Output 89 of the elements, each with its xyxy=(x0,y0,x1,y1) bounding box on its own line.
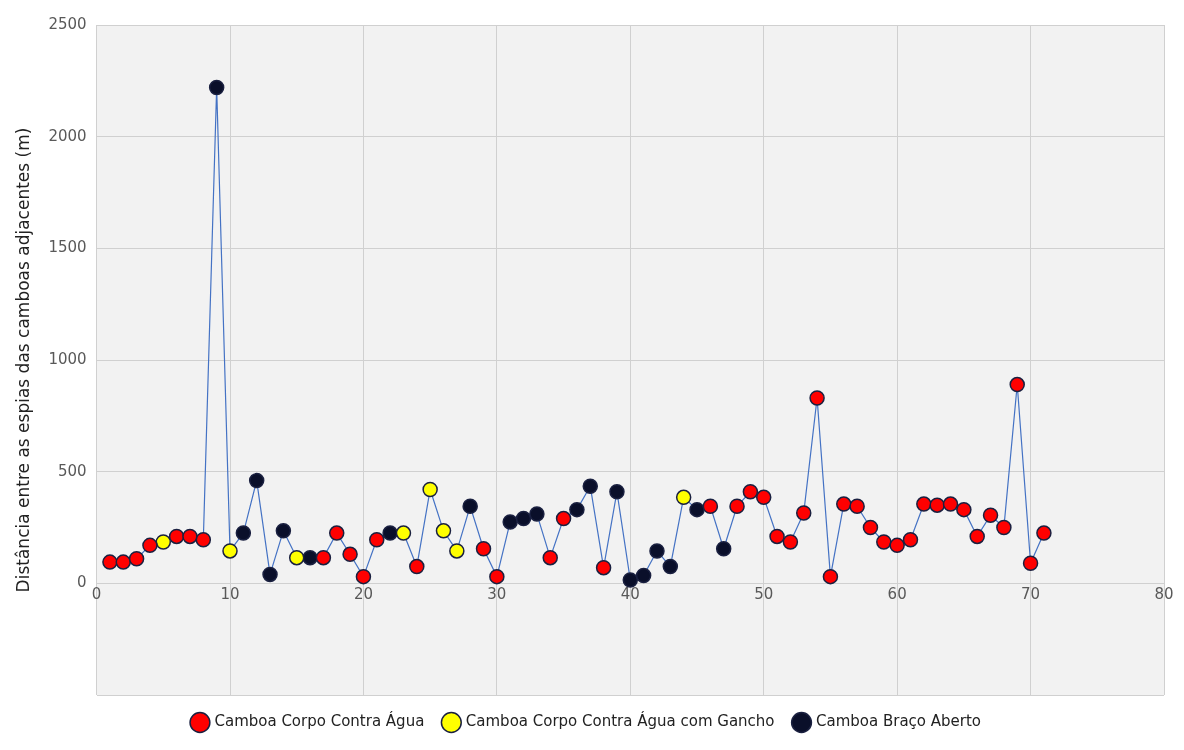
point xyxy=(609,484,625,500)
point xyxy=(329,525,345,541)
point xyxy=(1022,555,1039,571)
point xyxy=(355,568,372,585)
legend-label: Camboa Corpo Contra Água xyxy=(214,711,425,731)
point xyxy=(168,528,185,545)
point xyxy=(542,549,558,566)
point xyxy=(208,79,225,96)
point xyxy=(275,523,292,539)
point xyxy=(182,528,198,545)
x-tick-label: 10 xyxy=(220,585,240,604)
point xyxy=(502,514,518,530)
point xyxy=(742,484,759,500)
point xyxy=(422,481,438,498)
legend-label: Camboa Braço Aberto xyxy=(816,712,982,731)
point xyxy=(969,528,985,545)
point xyxy=(635,567,652,584)
point xyxy=(262,566,278,583)
point xyxy=(382,525,398,541)
x-tick-label: 80 xyxy=(1154,585,1174,604)
point xyxy=(569,501,585,518)
point xyxy=(369,532,385,548)
point xyxy=(662,558,679,575)
point xyxy=(916,496,932,512)
point xyxy=(315,549,332,566)
point xyxy=(769,528,785,545)
x-tick-label: 50 xyxy=(754,585,774,604)
point xyxy=(475,540,492,557)
point xyxy=(795,505,812,521)
y-tick-label: 2000 xyxy=(48,126,87,145)
point xyxy=(649,543,665,559)
point xyxy=(595,559,612,576)
point xyxy=(675,489,692,506)
point xyxy=(435,523,452,539)
point xyxy=(982,507,999,523)
point xyxy=(155,534,172,550)
point xyxy=(582,478,599,494)
point xyxy=(529,506,545,522)
point xyxy=(409,558,425,575)
point xyxy=(942,496,959,512)
point xyxy=(102,554,118,570)
x-tick-label: 30 xyxy=(487,585,507,604)
point xyxy=(876,534,892,550)
point xyxy=(515,510,532,527)
point xyxy=(449,543,465,559)
point xyxy=(729,498,745,515)
point xyxy=(715,540,732,557)
y-tick-label: 1000 xyxy=(48,349,87,368)
point xyxy=(902,532,919,548)
point xyxy=(822,568,839,585)
y-tick-label: 1500 xyxy=(48,238,87,257)
point xyxy=(836,496,852,512)
y-tick-label: 2500 xyxy=(48,14,87,33)
point xyxy=(755,489,772,506)
point xyxy=(622,572,639,588)
point xyxy=(395,525,412,541)
point xyxy=(862,519,879,536)
point xyxy=(128,551,145,567)
point xyxy=(689,501,705,518)
point xyxy=(956,501,972,518)
y-tick-label: 0 xyxy=(77,573,87,592)
point xyxy=(809,390,825,406)
x-tick-label: 0 xyxy=(91,585,102,604)
point xyxy=(115,554,132,570)
point xyxy=(702,498,719,515)
x-tick-label: 70 xyxy=(1021,585,1041,604)
point xyxy=(1009,376,1025,393)
point xyxy=(235,525,252,541)
x-tick-label: 40 xyxy=(620,585,640,604)
point xyxy=(142,537,158,554)
point xyxy=(195,532,212,548)
x-tick-label: 20 xyxy=(353,585,373,604)
point xyxy=(929,497,945,513)
point xyxy=(889,537,905,554)
point xyxy=(222,543,238,559)
point xyxy=(555,510,572,527)
point xyxy=(248,472,265,489)
point xyxy=(1036,525,1052,541)
point xyxy=(849,498,865,515)
point xyxy=(489,568,505,585)
point xyxy=(996,519,1012,536)
point xyxy=(288,549,305,566)
y-axis-title: Distância entre as espias das camboas adjacentes (m) xyxy=(12,127,33,593)
legend-label: Camboa Corpo Contra Água com Gancho xyxy=(465,711,775,731)
point xyxy=(342,546,358,563)
point xyxy=(782,534,799,550)
y-tick-label: 500 xyxy=(57,461,87,480)
point xyxy=(462,498,478,515)
x-tick-label: 60 xyxy=(887,585,907,604)
